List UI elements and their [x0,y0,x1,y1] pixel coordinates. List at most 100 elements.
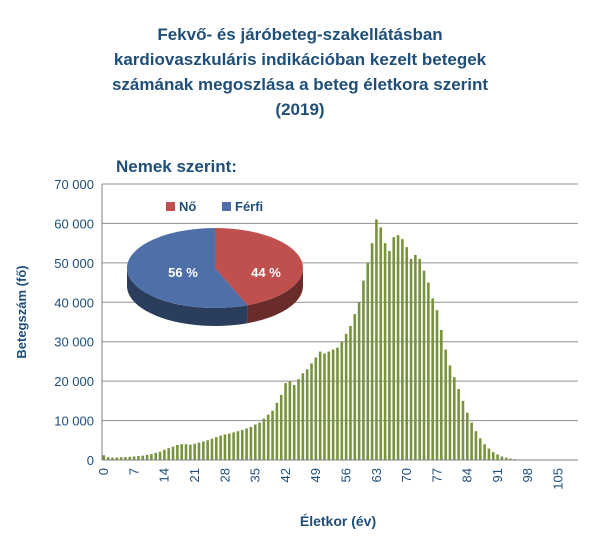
y-tick-label: 30 000 [54,335,94,350]
bar [396,235,400,460]
bar [470,422,473,460]
bar [154,452,158,460]
x-tick-label: 28 [217,468,232,482]
pie-label-no: 44 % [251,265,281,280]
bar [422,270,426,460]
bar [253,424,257,460]
bar [124,457,127,460]
bar [440,329,443,460]
chart-title-line-3: számának megoszlása a beteg életkora sze… [111,75,489,94]
x-tick-label: 98 [520,468,535,482]
legend-swatch-ferfi [222,202,231,211]
bar [236,431,240,460]
x-tick-label: 21 [187,468,202,482]
bar [206,440,209,460]
bar [232,432,235,460]
bar [305,369,309,460]
bar [184,444,188,460]
bar [279,394,283,460]
bar [357,302,361,460]
bar [106,457,110,460]
pie-side-no [247,268,303,324]
bar [496,454,499,460]
x-tick-label: 77 [429,468,444,482]
bar [353,314,357,460]
bar [167,448,171,460]
bar [210,438,214,460]
y-tick-label: 10 000 [54,414,94,429]
chart-title: Fekvő- és járóbeteg-szakellátásban kardi… [0,22,600,122]
bar [318,351,322,460]
pie-title: Nemek szerint: [116,157,237,176]
x-tick-label: 49 [308,468,323,482]
x-tick-label: 35 [248,468,263,482]
bar [258,422,261,460]
bar [171,446,175,460]
y-tick-label: 50 000 [54,256,94,271]
chart-title-line-1: Fekvő- és járóbeteg-szakellátásban [157,25,443,44]
bar [448,365,452,460]
bars [102,219,569,460]
bar [504,457,508,460]
x-tick-label: 7 [126,468,141,475]
x-tick-labels: 0 7 14 21 28 35 42 49 56 63 70 77 84 91 98 105 [96,468,565,490]
bar [111,457,114,460]
bar [102,455,106,460]
bar [500,456,504,460]
pie-slice-no [215,228,304,306]
bar [262,418,266,460]
bar [362,280,365,460]
bar [275,402,279,460]
bar [370,243,374,460]
bar [119,457,123,460]
bar [383,243,387,460]
legend-label-no: Nő [179,199,196,214]
y-tick-label: 60 000 [54,216,94,231]
bar [310,363,313,460]
bar [189,444,192,460]
bar [219,435,222,460]
pie-side-ferfi [127,268,248,326]
bar [344,333,348,460]
bar [444,349,447,460]
chart-title-line-2: kardiovaszkuláris indikációban kezelt be… [113,50,487,69]
bar [215,437,218,460]
bar [245,428,248,460]
bar [431,298,434,460]
x-tick-label: 84 [460,468,475,482]
bar [409,258,413,460]
legend-label-ferfi: Férfi [235,199,263,214]
legend-swatch-no [166,202,175,211]
bar [301,373,305,460]
bar [465,412,469,460]
bar [487,448,491,460]
bar [292,385,296,460]
y-tick-labels: 0 10 000 20 000 30 000 40 000 50 000 60 000 70 … [54,177,94,468]
bar [284,383,287,460]
bar [366,262,370,460]
bar [405,247,409,460]
bar [202,441,205,460]
bar [150,454,153,460]
bar [349,325,352,460]
bar [388,251,391,460]
bar [197,442,201,460]
y-tick-label: 0 [87,453,94,468]
bar [483,444,486,460]
bar [227,433,231,460]
y-tick-label: 20 000 [54,374,94,389]
x-tick-label: 14 [157,468,172,482]
bar [331,349,335,460]
x-axis-label: Életkor (év) [300,513,376,529]
bar [340,341,344,460]
bar [418,258,421,460]
pie-inset: Nemek szerint: Nő Férfi 56 % 44 % [116,157,304,326]
bar [336,347,339,460]
bar [379,227,383,460]
pie-slice-ferfi [127,228,248,308]
x-tick-label: 56 [338,468,353,482]
x-tick-label: 0 [96,468,111,475]
bar [474,431,478,460]
